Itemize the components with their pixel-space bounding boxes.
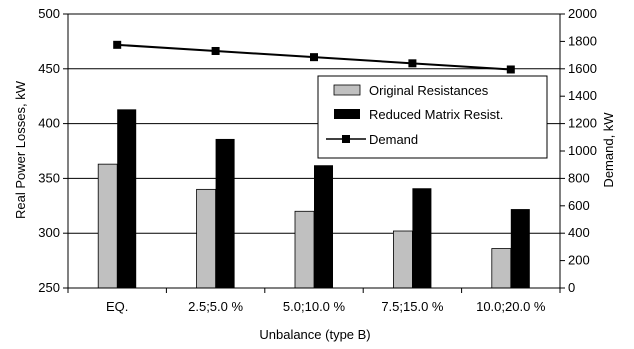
bar-original: [294, 210, 315, 289]
y-tick-label: 400: [38, 116, 60, 131]
bar-original: [392, 230, 413, 289]
demand-marker: [506, 65, 515, 74]
bar-reduced: [412, 188, 432, 288]
demand-marker: [211, 46, 220, 55]
demand-marker: [408, 59, 417, 68]
y-tick-label: 500: [38, 6, 60, 21]
bar-original: [491, 248, 512, 289]
x-tick-label: EQ.: [106, 299, 128, 314]
bar-original: [196, 188, 217, 289]
y-tick-label: 250: [38, 280, 60, 295]
bar-reduced: [215, 138, 235, 288]
y2-tick-label: 600: [568, 198, 590, 213]
y2-tick-label: 2000: [568, 6, 597, 21]
demand-line: [113, 40, 515, 74]
x-axis-title: Unbalance (type B): [259, 327, 370, 342]
y-tick-label: 350: [38, 170, 60, 185]
y-tick-label: 300: [38, 225, 60, 240]
right-axis-ticks: 0 200 400 600 800 1000 1200 1400 1600 1800 2000: [560, 6, 597, 295]
legend: Original Resistances Reduced Matrix Resi…: [317, 75, 548, 159]
x-tick-label: 5.0;10.0 %: [283, 299, 346, 314]
y2-tick-label: 1400: [568, 88, 597, 103]
y2-tick-label: 1000: [568, 143, 597, 158]
y-tick-label: 450: [38, 61, 60, 76]
bar-reduced: [510, 209, 530, 288]
legend-swatch-reduced: [334, 109, 360, 119]
y2-tick-label: 1200: [568, 116, 597, 131]
left-axis-ticks: 250 300 350 400 450 500: [38, 6, 68, 295]
x-tick-label: 2.5;5.0 %: [188, 299, 243, 314]
y2-axis-title: Demand, kW: [601, 112, 616, 188]
demand-marker: [310, 53, 318, 62]
y2-tick-label: 800: [568, 170, 590, 185]
y2-tick-label: 400: [568, 225, 590, 240]
x-axis-ticks: EQ. 2.5;5.0 % 5.0;10.0 % 7.5;15.0 % 10.0;20.…: [67, 288, 561, 314]
y-axis-title: Real Power Losses, kW: [13, 80, 28, 219]
legend-swatch-original: [333, 84, 361, 96]
bar-original: [97, 163, 118, 289]
y2-tick-label: 200: [568, 253, 590, 268]
y2-tick-label: 1600: [568, 61, 597, 76]
legend-label-reduced: Reduced Matrix Resist.: [369, 107, 503, 122]
x-tick-label: 7.5;15.0 %: [381, 299, 444, 314]
demand-marker: [113, 40, 122, 49]
bar-reduced: [314, 165, 333, 288]
y2-tick-label: 0: [568, 280, 575, 295]
bar-reduced: [117, 109, 137, 289]
legend-marker-demand: [342, 135, 350, 143]
x-tick-label: 10.0;20.0 %: [476, 299, 546, 314]
legend-label-original: Original Resistances: [369, 83, 489, 98]
legend-label-demand: Demand: [369, 132, 418, 147]
y2-tick-label: 1800: [568, 33, 597, 48]
